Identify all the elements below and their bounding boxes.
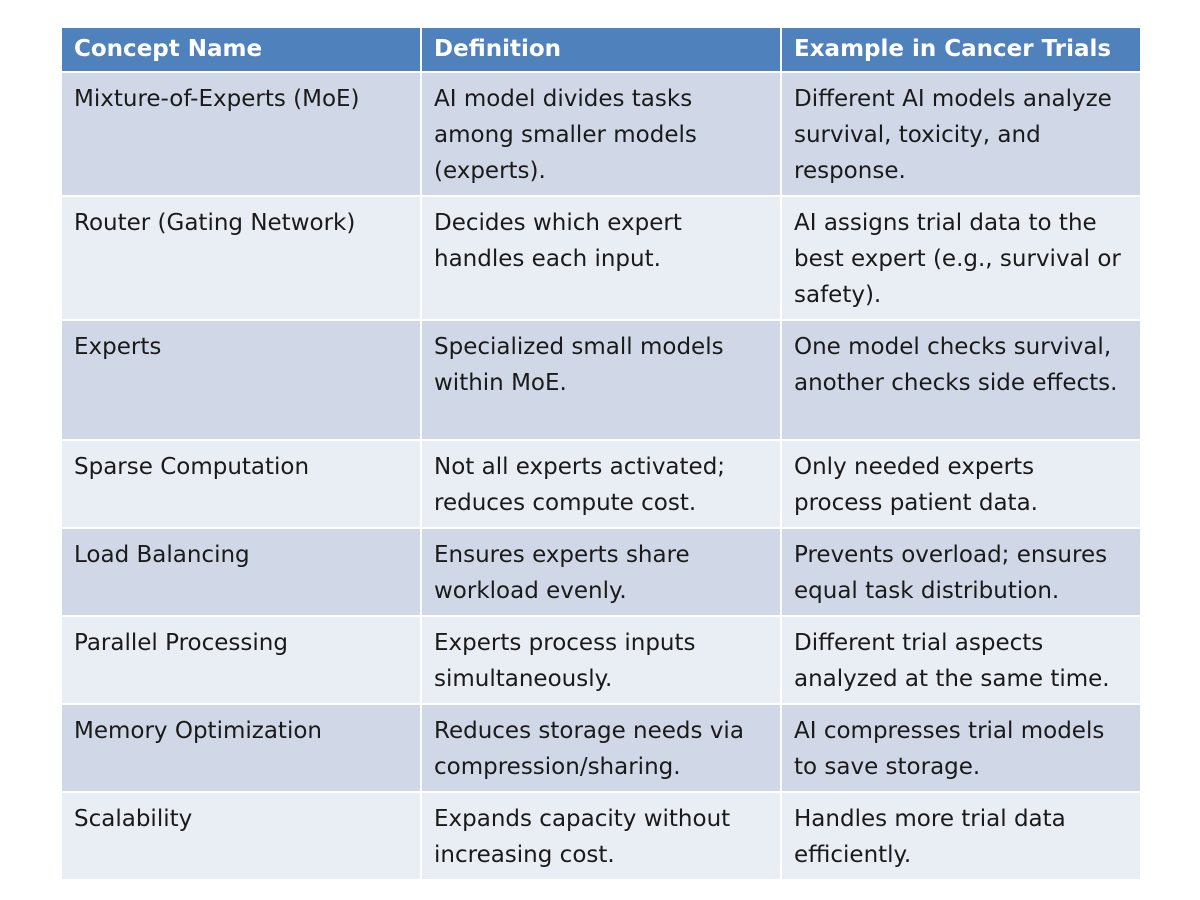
concept-name-cell: Parallel Processing — [60, 615, 422, 705]
concept-name-cell: Mixture-of-Experts (MoE) — [60, 71, 422, 197]
header-concept-name: Concept Name — [60, 26, 422, 73]
header-definition: Definition — [420, 26, 782, 73]
example-cell: Different AI models analyze survival, to… — [780, 71, 1142, 197]
concepts-table: Concept Name Definition Example in Cance… — [60, 26, 1142, 881]
example-cell: Prevents overload; ensures equal task di… — [780, 527, 1142, 617]
definition-cell: Specialized small models within MoE. — [420, 319, 782, 441]
definition-cell: Ensures experts share workload evenly. — [420, 527, 782, 617]
table-row: Load Balancing Ensures experts share wor… — [60, 527, 1142, 617]
definition-cell: AI model divides tasks among smaller mod… — [420, 71, 782, 197]
concept-name-cell: Scalability — [60, 791, 422, 881]
table-row: Memory Optimization Reduces storage need… — [60, 703, 1142, 793]
concept-name-cell: Sparse Computation — [60, 439, 422, 529]
example-cell: One model checks survival, another check… — [780, 319, 1142, 441]
concept-name-cell: Memory Optimization — [60, 703, 422, 793]
table-row: Parallel Processing Experts process inpu… — [60, 615, 1142, 705]
concept-name-cell: Load Balancing — [60, 527, 422, 617]
definition-cell: Reduces storage needs via compression/sh… — [420, 703, 782, 793]
definition-cell: Not all experts activated; reduces compu… — [420, 439, 782, 529]
example-cell: Only needed experts process patient data… — [780, 439, 1142, 529]
definition-cell: Experts process inputs simultaneously. — [420, 615, 782, 705]
concept-name-cell: Router (Gating Network) — [60, 195, 422, 321]
example-cell: Handles more trial data efficiently. — [780, 791, 1142, 881]
table-row: Sparse Computation Not all experts activ… — [60, 439, 1142, 529]
table-row: Scalability Expands capacity without inc… — [60, 791, 1142, 881]
definition-cell: Expands capacity without increasing cost… — [420, 791, 782, 881]
table-row: Router (Gating Network) Decides which ex… — [60, 195, 1142, 321]
example-cell: AI compresses trial models to save stora… — [780, 703, 1142, 793]
example-cell: AI assigns trial data to the best expert… — [780, 195, 1142, 321]
table-row: Mixture-of-Experts (MoE) AI model divide… — [60, 71, 1142, 197]
definition-cell: Decides which expert handles each input. — [420, 195, 782, 321]
example-cell: Different trial aspects analyzed at the … — [780, 615, 1142, 705]
header-example: Example in Cancer Trials — [780, 26, 1142, 73]
table-row: Experts Specialized small models within … — [60, 319, 1142, 441]
table-header-row: Concept Name Definition Example in Cance… — [60, 26, 1142, 73]
concept-name-cell: Experts — [60, 319, 422, 441]
